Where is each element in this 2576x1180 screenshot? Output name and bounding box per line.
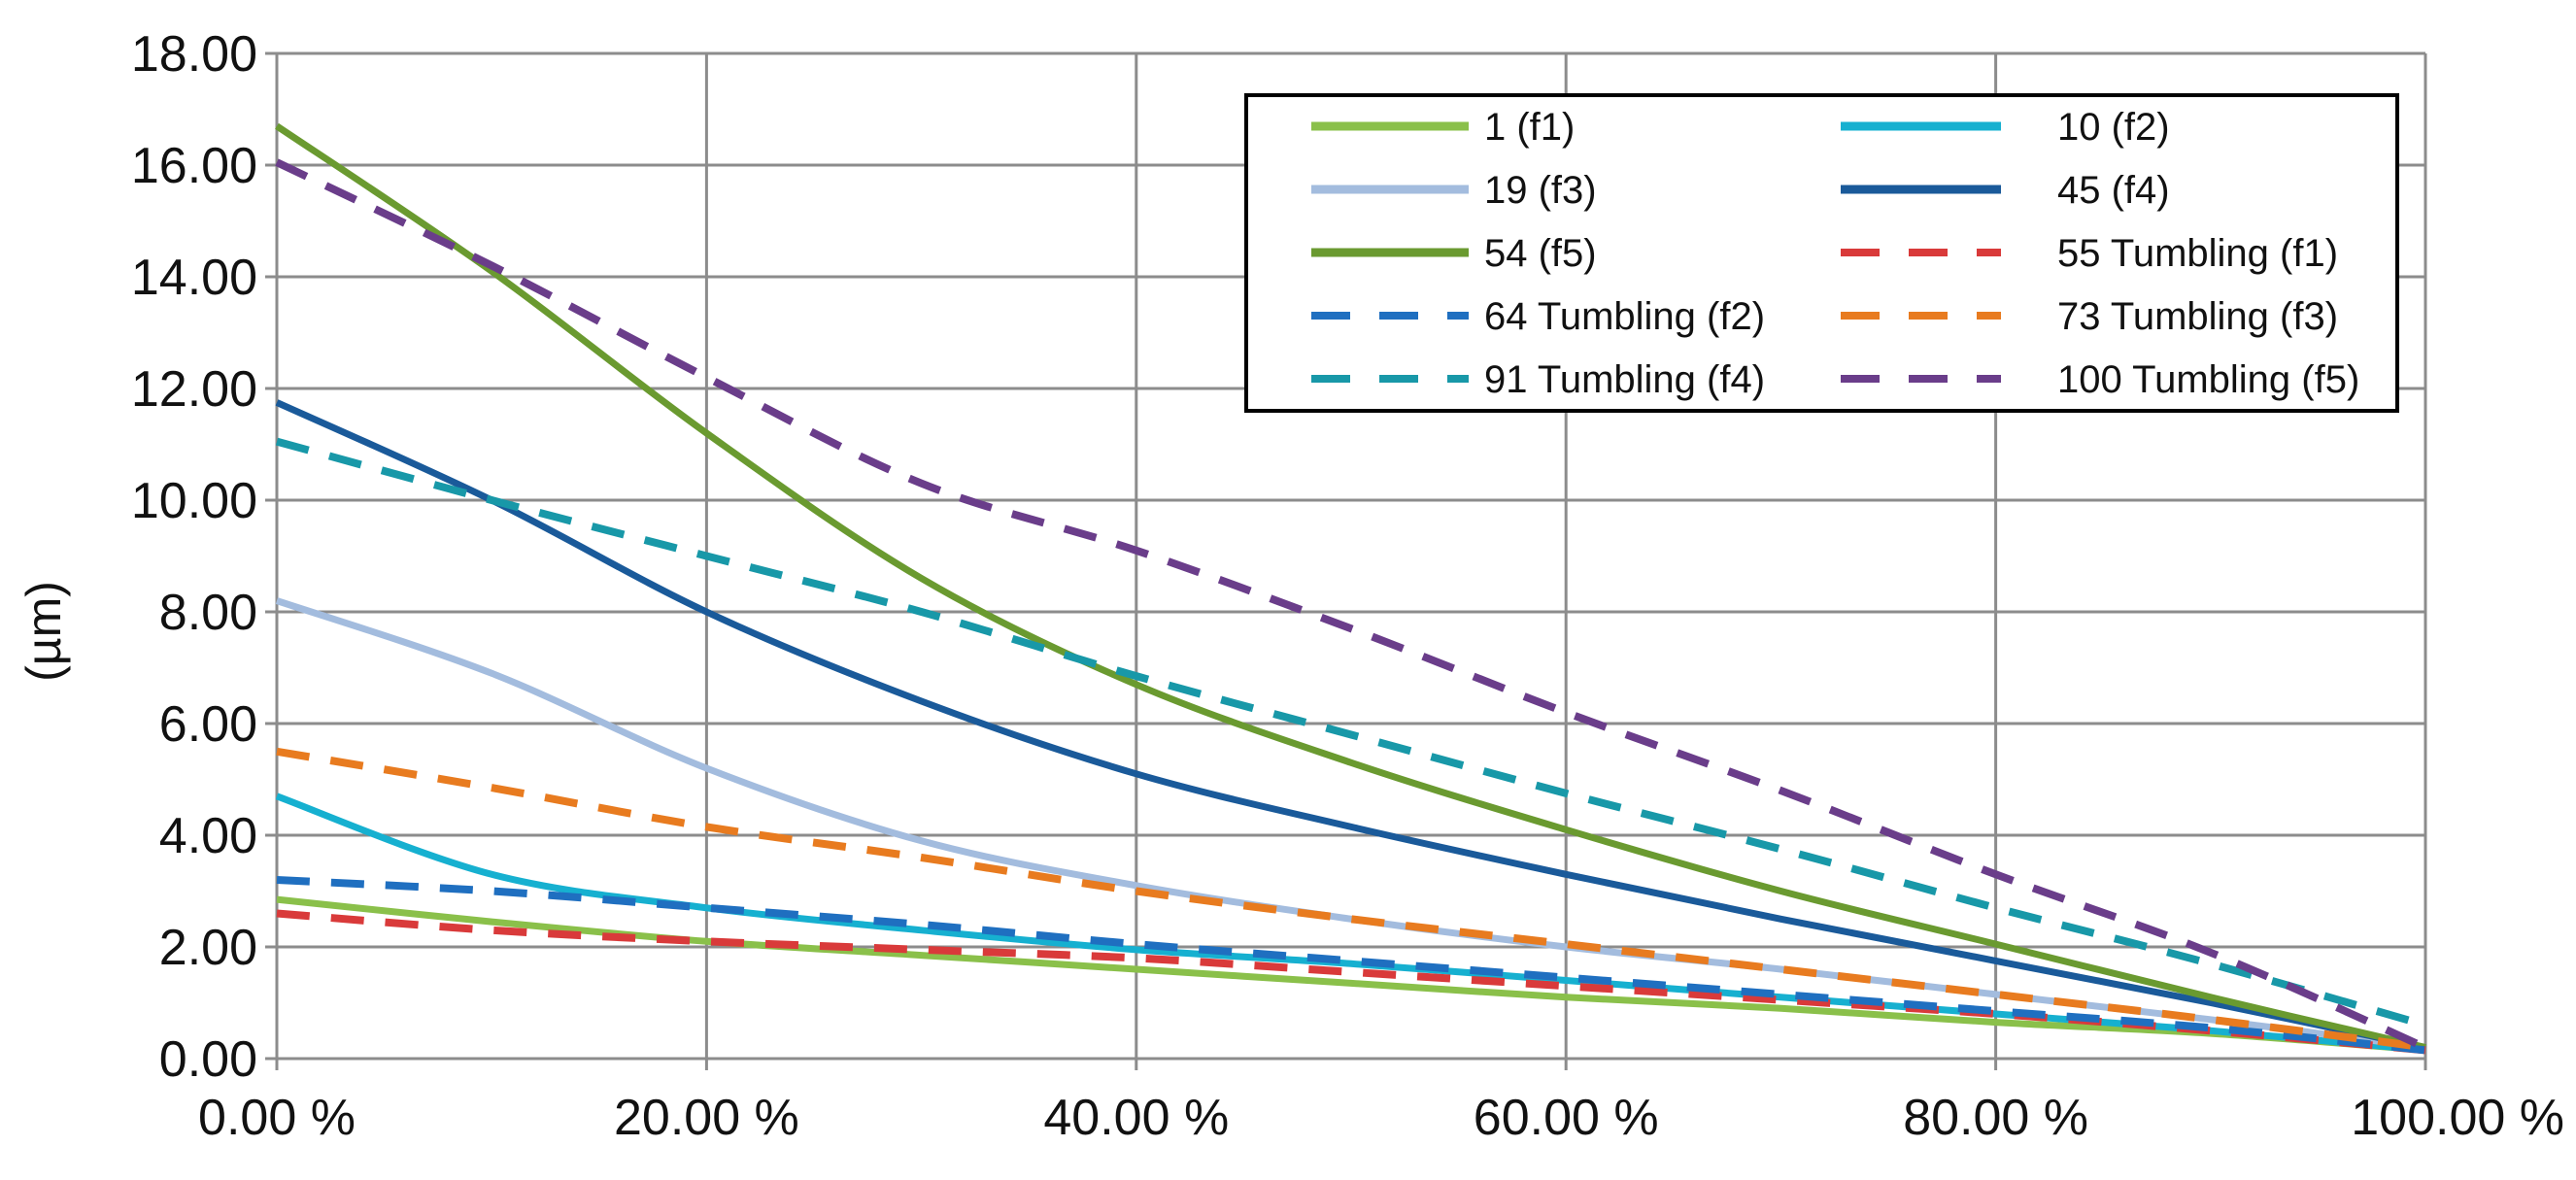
series-line-5 (275, 122, 2426, 1051)
series-line-4 (275, 399, 2426, 1051)
x-tick-label: 20.00 % (614, 1090, 799, 1146)
legend: 1 (f1) 10 (f2) 19 (f3) 45 (f4) 54 (f5) 55 Tum… (1244, 93, 2399, 413)
y-tick-label: 12.00 (131, 361, 257, 418)
legend-label-3: 19 (f3) (1484, 169, 1597, 212)
series-line-1 (276, 895, 2426, 1054)
axes: 0.00 2.00 4.00 6.00 8.00 10.00 12.00 14.00 16.00… (131, 26, 2564, 1146)
y-axis-title: (µm) (17, 581, 71, 682)
y-tick-label: 16.00 (131, 138, 257, 194)
x-tick-label: 100.00 % (2351, 1090, 2564, 1146)
y-tick-label: 6.00 (159, 696, 257, 753)
legend-label-5: 54 (f5) (1484, 232, 1597, 275)
x-tick-label: 80.00 % (1903, 1090, 2088, 1146)
y-tick-label: 18.00 (131, 26, 257, 83)
legend-label-8: 73 Tumbling (f3) (2057, 295, 2338, 338)
series-line-3 (275, 597, 2426, 1051)
x-tick-label: 0.00 % (198, 1090, 356, 1146)
y-tick-label: 4.00 (159, 808, 257, 864)
y-tick-label: 0.00 (159, 1031, 257, 1088)
legend-label-6: 55 Tumbling (f1) (2057, 232, 2338, 275)
series-line-8 (276, 747, 2426, 1052)
legend-label-7: 64 Tumbling (f2) (1484, 295, 1765, 338)
y-tick-label: 2.00 (159, 920, 257, 976)
series-lines (275, 122, 2427, 1055)
y-tick-label: 8.00 (159, 585, 257, 641)
legend-label-9: 91 Tumbling (f4) (1484, 358, 1765, 401)
legend-label-10: 100 Tumbling (f5) (2057, 358, 2359, 401)
legend-label-1: 1 (f1) (1484, 106, 1575, 149)
series-line-9 (275, 437, 2427, 1029)
y-tick-label: 14.00 (131, 250, 257, 306)
x-tick-label: 60.00 % (1474, 1090, 1659, 1146)
legend-label-2: 10 (f2) (2057, 106, 2170, 149)
legend-label-4: 45 (f4) (2057, 169, 2170, 212)
y-tick-label: 10.00 (131, 473, 257, 529)
series-line-10 (275, 158, 2427, 1052)
x-tick-label: 40.00 % (1043, 1090, 1229, 1146)
